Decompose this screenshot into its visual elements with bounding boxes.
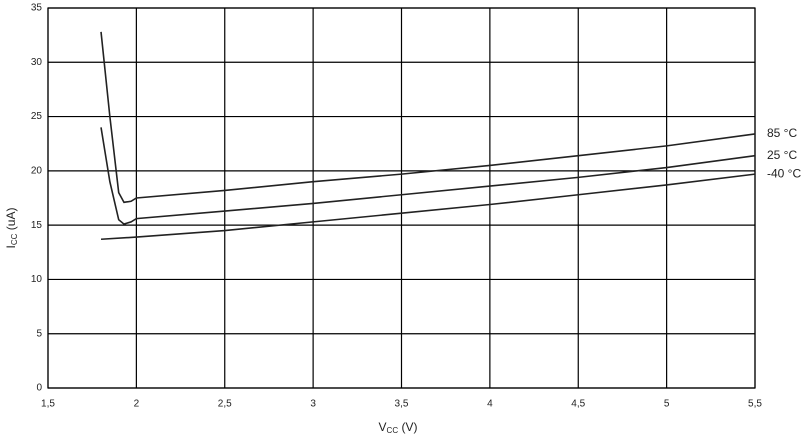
y-tick-label: 5	[36, 328, 42, 339]
x-axis-label-unit: (V)	[398, 420, 417, 434]
y-axis-label: ICC (uA)	[4, 208, 19, 249]
series-label: 85 °C	[767, 126, 797, 140]
x-axis-label-main: V	[379, 420, 387, 434]
series-label: 25 °C	[767, 148, 797, 162]
plot-frame	[47, 7, 756, 389]
y-tick-label: 15	[31, 220, 43, 231]
series-line	[100, 173, 756, 241]
series-line	[100, 31, 756, 204]
x-tick-label: 5	[664, 399, 670, 410]
y-tick-label: 35	[31, 3, 43, 14]
x-tick-label: 2,5	[218, 399, 232, 410]
x-tick-label: 5,5	[748, 399, 762, 410]
x-axis-label: VCC (V)	[379, 420, 418, 435]
y-tick-label: 20	[31, 165, 43, 176]
x-tick-label: 4,5	[571, 399, 585, 410]
x-axis-label-sub: CC	[387, 426, 399, 435]
y-tick-label: 0	[36, 383, 42, 394]
x-tick-label: 3	[310, 399, 316, 410]
y-tick-label: 30	[31, 57, 43, 68]
y-axis-label-sub: CC	[10, 233, 19, 245]
y-axis-label-main: I	[4, 245, 18, 248]
x-tick-label: 2	[134, 399, 140, 410]
y-tick-label: 10	[31, 274, 43, 285]
series-line	[100, 127, 756, 225]
x-tick-label: 3,5	[395, 399, 409, 410]
y-tick-label: 25	[31, 111, 43, 122]
x-tick-label: 1,5	[41, 399, 55, 410]
series-label: -40 °C	[767, 166, 801, 180]
x-tick-label: 4	[487, 399, 493, 410]
y-axis-label-unit: (uA)	[4, 208, 18, 234]
